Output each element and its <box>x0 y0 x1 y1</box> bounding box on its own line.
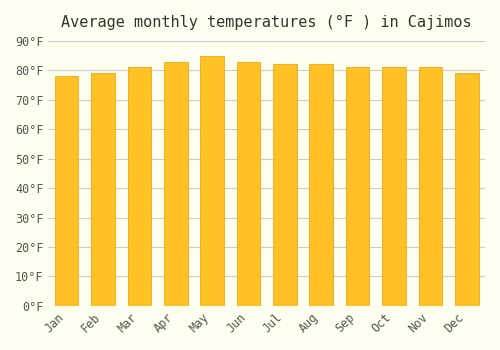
Bar <box>273 64 296 306</box>
Bar <box>310 64 333 306</box>
Bar <box>455 73 478 306</box>
Bar <box>382 68 406 306</box>
Bar <box>346 68 370 306</box>
Bar <box>236 62 260 306</box>
Bar <box>164 62 188 306</box>
Bar <box>200 56 224 306</box>
Bar <box>54 76 78 306</box>
Bar <box>128 68 151 306</box>
Title: Average monthly temperatures (°F ) in Cajimos: Average monthly temperatures (°F ) in Ca… <box>62 15 472 30</box>
Bar <box>91 73 115 306</box>
Bar <box>418 68 442 306</box>
